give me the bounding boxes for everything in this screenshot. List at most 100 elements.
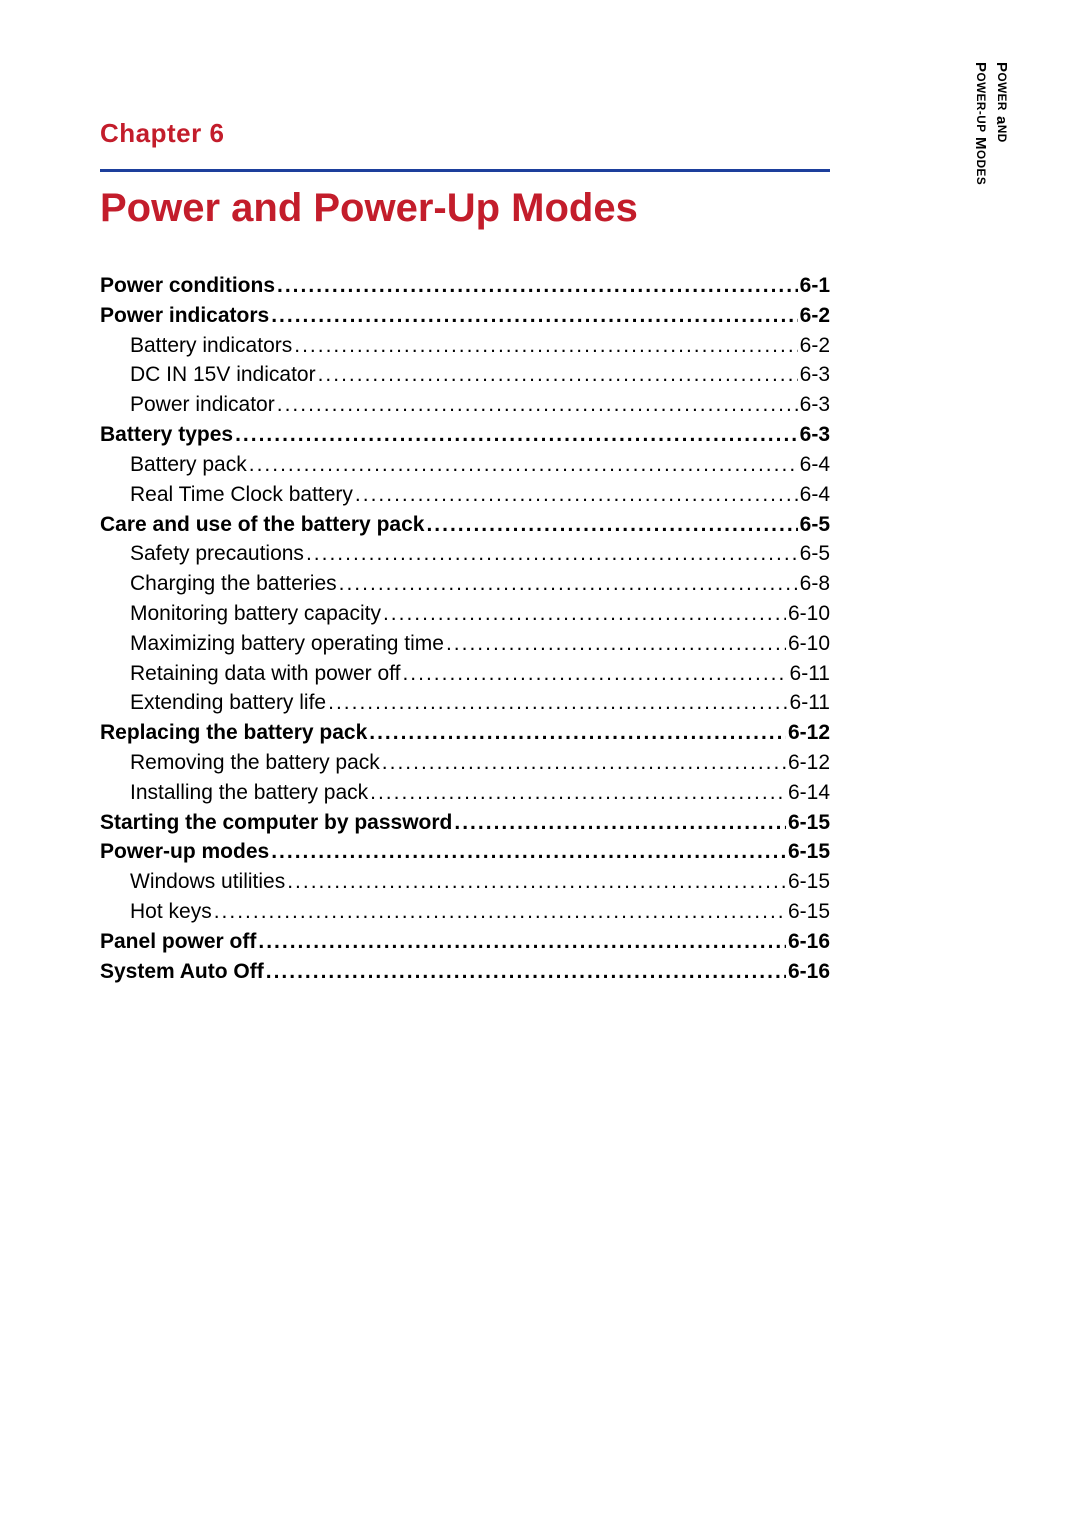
toc-leader-dots: ........................................… [277, 390, 798, 420]
toc-page: 6-5 [800, 539, 830, 569]
toc-label: Charging the batteries [100, 569, 337, 599]
toc-label: System Auto Off [100, 957, 264, 987]
toc-row: Charging the batteries..................… [100, 569, 830, 599]
toc-label: Battery types [100, 420, 233, 450]
toc-page: 6-11 [790, 659, 830, 689]
toc-row: Hot keys................................… [100, 897, 830, 927]
toc-row: Battery indicators......................… [100, 331, 830, 361]
toc-label: Maximizing battery operating time [100, 629, 444, 659]
toc-leader-dots: ........................................… [266, 957, 786, 987]
toc-row: Care and use of the battery pack........… [100, 510, 830, 540]
toc-row: Installing the battery pack.............… [100, 778, 830, 808]
toc-leader-dots: ........................................… [369, 718, 786, 748]
toc-page: 6-1 [800, 271, 830, 301]
toc-leader-dots: ........................................… [446, 629, 786, 659]
toc-row: Starting the computer by password.......… [100, 808, 830, 838]
toc-page: 6-16 [788, 957, 830, 987]
toc-label: Extending battery life [100, 688, 326, 718]
toc-row: Removing the battery pack...............… [100, 748, 830, 778]
toc-label: Safety precautions [100, 539, 304, 569]
toc-page: 6-11 [790, 688, 830, 718]
toc-leader-dots: ........................................… [328, 688, 787, 718]
toc-leader-dots: ........................................… [306, 539, 798, 569]
toc-page: 6-15 [788, 808, 830, 838]
toc-row: Panel power off.........................… [100, 927, 830, 957]
toc-row: Battery types...........................… [100, 420, 830, 450]
toc-page: 6-15 [788, 897, 830, 927]
toc-row: Real Time Clock battery.................… [100, 480, 830, 510]
toc-row: Extending battery life..................… [100, 688, 830, 718]
toc-page: 6-3 [800, 390, 830, 420]
toc-label: Real Time Clock battery [100, 480, 353, 510]
toc-row: Monitoring battery capacity.............… [100, 599, 830, 629]
toc-page: 6-14 [788, 778, 830, 808]
toc-label: Retaining data with power off [100, 659, 400, 689]
toc-label: Power indicator [100, 390, 275, 420]
toc-row: Replacing the battery pack..............… [100, 718, 830, 748]
toc-leader-dots: ........................................… [294, 331, 797, 361]
toc-row: Power indicators........................… [100, 301, 830, 331]
toc-label: Power-up modes [100, 837, 269, 867]
toc-page: 6-3 [800, 420, 830, 450]
page: POWER-UP MODES POWER aND Chapter 6 Power… [0, 0, 1080, 1532]
toc-leader-dots: ........................................… [318, 360, 798, 390]
toc-row: Retaining data with power off...........… [100, 659, 830, 689]
toc-page: 6-8 [800, 569, 830, 599]
toc-page: 6-15 [788, 837, 830, 867]
side-tab: POWER-UP MODES POWER aND [930, 62, 1080, 272]
toc-page: 6-12 [788, 718, 830, 748]
side-tab-line-1: POWER aND [993, 62, 1010, 142]
toc-page: 6-2 [800, 331, 830, 361]
toc-leader-dots: ........................................… [249, 450, 798, 480]
toc-page: 6-4 [800, 480, 830, 510]
side-tab-line-2: POWER-UP MODES [972, 62, 989, 185]
toc-row: Power indicator.........................… [100, 390, 830, 420]
chapter-label: Chapter 6 [100, 118, 830, 149]
toc-label: Power conditions [100, 271, 275, 301]
toc-label: Removing the battery pack [100, 748, 380, 778]
toc-leader-dots: ........................................… [271, 301, 797, 331]
toc-page: 6-2 [800, 301, 830, 331]
toc-leader-dots: ........................................… [287, 867, 786, 897]
toc-row: Power conditions........................… [100, 271, 830, 301]
toc-label: Care and use of the battery pack [100, 510, 424, 540]
toc-page: 6-5 [800, 510, 830, 540]
toc-page: 6-12 [788, 748, 830, 778]
toc-leader-dots: ........................................… [370, 778, 786, 808]
toc-page: 6-10 [788, 599, 830, 629]
toc-row: Battery pack............................… [100, 450, 830, 480]
toc-leader-dots: ........................................… [277, 271, 798, 301]
toc-row: Windows utilities.......................… [100, 867, 830, 897]
toc-page: 6-15 [788, 867, 830, 897]
toc-page: 6-3 [800, 360, 830, 390]
toc-leader-dots: ........................................… [383, 599, 786, 629]
toc-label: Hot keys [100, 897, 212, 927]
toc-leader-dots: ........................................… [454, 808, 786, 838]
toc-label: Starting the computer by password [100, 808, 452, 838]
toc-label: Panel power off [100, 927, 256, 957]
toc-label: Windows utilities [100, 867, 285, 897]
toc-row: Safety precautions......................… [100, 539, 830, 569]
chapter-title: Power and Power-Up Modes [100, 186, 830, 231]
toc-row: Power-up modes..........................… [100, 837, 830, 867]
toc-label: Power indicators [100, 301, 269, 331]
toc-leader-dots: ........................................… [214, 897, 786, 927]
toc-page: 6-16 [788, 927, 830, 957]
toc-row: System Auto Off.........................… [100, 957, 830, 987]
toc-leader-dots: ........................................… [235, 420, 798, 450]
toc-label: Monitoring battery capacity [100, 599, 381, 629]
toc-row: DC IN 15V indicator.....................… [100, 360, 830, 390]
toc-leader-dots: ........................................… [271, 837, 786, 867]
toc-label: Replacing the battery pack [100, 718, 367, 748]
toc-leader-dots: ........................................… [426, 510, 797, 540]
toc-leader-dots: ........................................… [258, 927, 786, 957]
toc-label: DC IN 15V indicator [100, 360, 316, 390]
toc-page: 6-4 [800, 450, 830, 480]
toc-label: Battery pack [100, 450, 247, 480]
toc-row: Maximizing battery operating time.......… [100, 629, 830, 659]
toc-page: 6-10 [788, 629, 830, 659]
toc-leader-dots: ........................................… [382, 748, 786, 778]
toc-label: Installing the battery pack [100, 778, 368, 808]
toc-leader-dots: ........................................… [402, 659, 787, 689]
heading-rule [100, 169, 830, 172]
